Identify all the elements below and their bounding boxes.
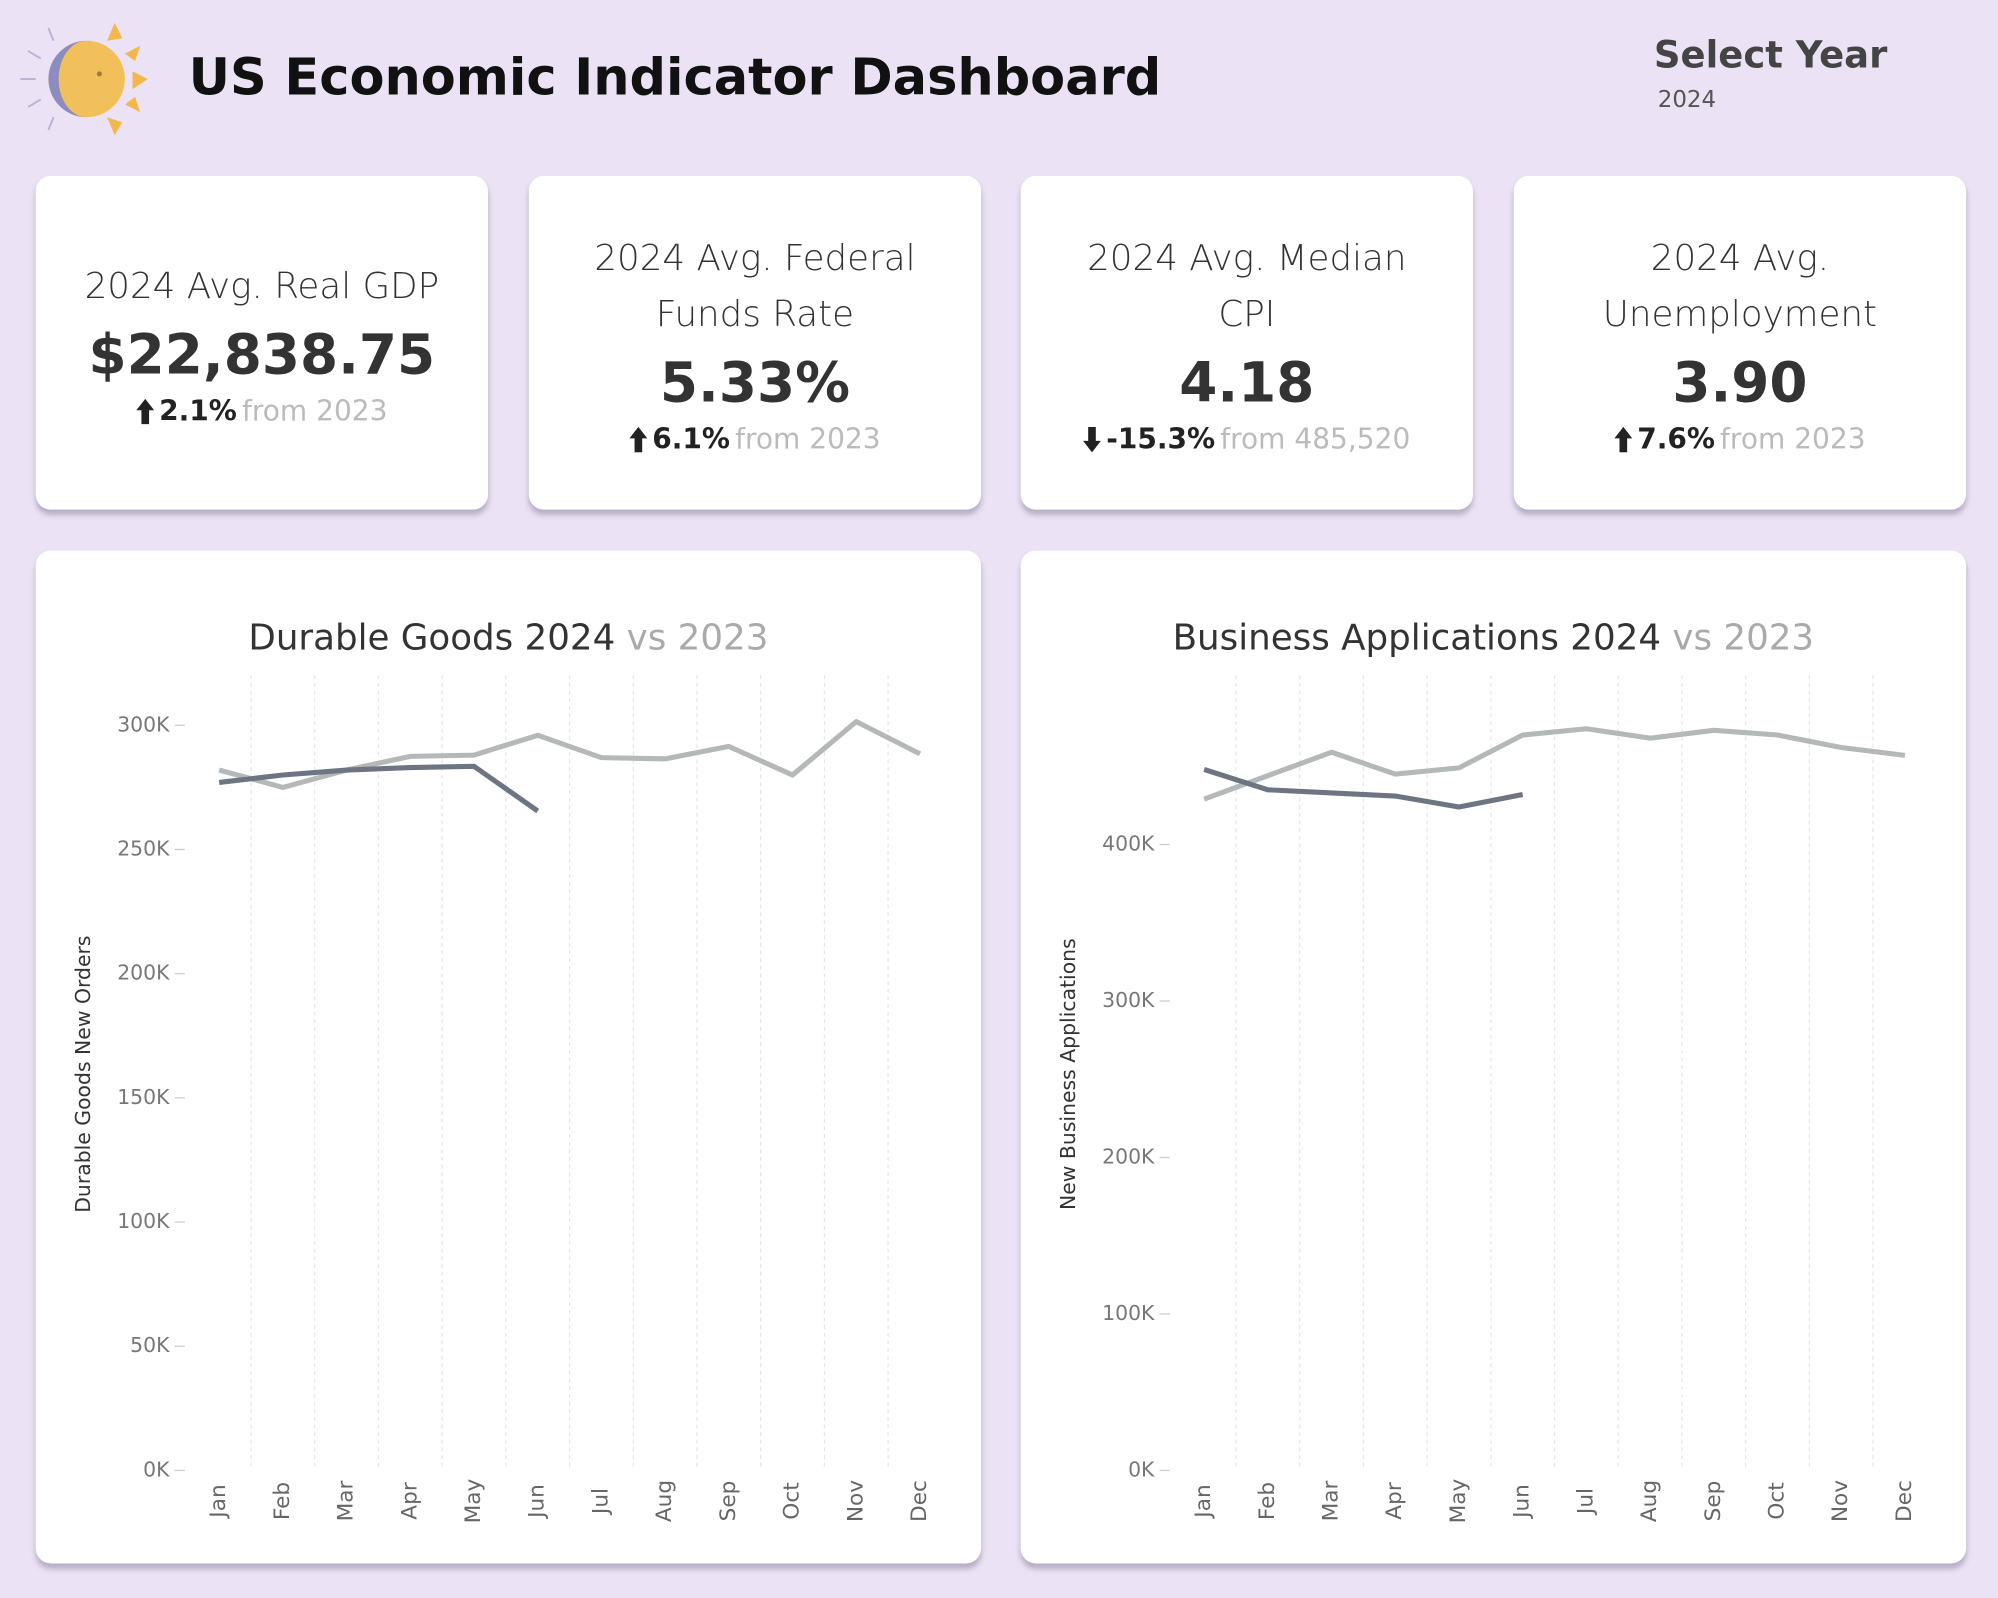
y-tick-label: 300K [117, 712, 170, 736]
y-tick-label: 300K [1102, 988, 1155, 1012]
y-tick-label: 50K [130, 1333, 170, 1357]
chart-title: Durable Goods 2024 vs 2023 [248, 618, 768, 659]
x-tick-label: Jul [1573, 1488, 1598, 1516]
chart-title-compare: vs 2023 [1672, 618, 1814, 659]
kpi-change-value: -15.3% [1106, 423, 1216, 456]
y-tick-label: 200K [1102, 1144, 1155, 1168]
x-tick-label: Nov [843, 1480, 868, 1522]
series-line [1203, 726, 1906, 802]
kpi-change-value: 7.6% [1637, 423, 1715, 456]
y-tick-label: 100K [117, 1209, 170, 1233]
chart-title: Business Applications 2024 vs 2023 [1173, 618, 1815, 659]
x-tick-label: Feb [270, 1482, 295, 1520]
year-filter[interactable]: 2024 [1657, 86, 1717, 114]
kpi-change: 2.1% from 2023 [136, 395, 388, 428]
filter-label: Select Year [1653, 33, 1888, 77]
series-line [218, 763, 540, 814]
x-tick-label: Jun [525, 1484, 550, 1520]
kpi-change: 7.6% from 2023 [1614, 423, 1866, 456]
x-tick-label: Nov [1828, 1480, 1853, 1522]
chart-card: Business Applications 2024 vs 2023 New Bu… [1020, 550, 1967, 1564]
dashboard-title: US Economic Indicator Dashboard [188, 48, 1162, 108]
x-tick-label: Mar [334, 1480, 359, 1521]
trend-arrow [629, 426, 648, 453]
x-tick-label: Sep [1701, 1481, 1726, 1522]
y-tick-label: 0K [143, 1457, 170, 1481]
x-tick-label: May [461, 1478, 486, 1523]
kpi-comparison: from 485,520 [1220, 423, 1411, 456]
arrow-shape [136, 398, 155, 425]
kpi-card: 2024 Avg. Federal Funds Rate 5.33% 6.1% fro… [528, 175, 982, 510]
chart-title-compare: vs 2023 [627, 618, 769, 659]
y-tick-label: 0K [1128, 1457, 1155, 1481]
x-tick-label: Jan [1191, 1484, 1216, 1519]
kpi-label: 2024 Avg. Real GDP [84, 264, 440, 307]
y-axis-title: New Business Applications [1056, 938, 1080, 1210]
kpi-change: -15.3% from 485,520 [1083, 424, 1410, 456]
x-tick-label: May [1446, 1478, 1471, 1523]
x-tick-label: Feb [1255, 1482, 1280, 1520]
y-tick-label: 250K [117, 837, 170, 861]
kpi-comparison: from 2023 [241, 395, 388, 428]
y-tick-label: 400K [1102, 832, 1155, 856]
trend-arrow [1614, 426, 1633, 453]
kpi-change: 6.1% from 2023 [629, 423, 881, 456]
kpi-label: 2024 Avg. Unemployment [1602, 236, 1878, 335]
chart-card: Durable Goods 2024 vs 2023 Durable Goods … [35, 550, 982, 1564]
y-tick-label: 150K [117, 1085, 170, 1109]
kpi-change-value: 6.1% [652, 423, 730, 456]
kpi-comparison: from 2023 [735, 423, 881, 456]
x-tick-label: Dec [907, 1480, 932, 1522]
arrow-shape [1083, 426, 1102, 453]
trend-arrow [136, 398, 155, 425]
x-tick-label: Mar [1319, 1480, 1344, 1521]
x-tick-label: Aug [652, 1480, 677, 1522]
arrow-shape [1614, 426, 1633, 453]
x-tick-label: Oct [780, 1482, 805, 1519]
kpi-card: 2024 Avg. Real GDP $22,838.75 2.1% from 202… [35, 175, 489, 510]
kpi-card: 2024 Avg. Median CPI 4.18 -15.3% from 485,5… [1020, 175, 1473, 510]
x-tick-label: Sep [716, 1481, 741, 1522]
kpi-value: 5.33% [659, 351, 851, 415]
kpi-label: 2024 Avg. Federal Funds Rate [594, 236, 916, 335]
x-tick-label: Jun [1510, 1484, 1535, 1520]
kpi-comparison: from 2023 [1720, 423, 1866, 456]
kpi-change-value: 2.1% [159, 395, 237, 428]
x-tick-label: Apr [1382, 1482, 1407, 1520]
logo [20, 22, 148, 136]
x-tick-label: Jul [588, 1488, 613, 1516]
arrow-shape [629, 426, 648, 453]
chart-title-main: Business Applications 2024 [1173, 618, 1661, 659]
kpi-card: 2024 Avg. Unemployment 3.90 7.6% from 2023 [1513, 175, 1967, 510]
x-tick-label: Oct [1765, 1482, 1790, 1519]
chart: Business Applications 2024 vs 2023 New Bu… [1056, 618, 1917, 1524]
chart-title-main: Durable Goods 2024 [248, 618, 615, 659]
x-tick-label: Aug [1637, 1480, 1662, 1522]
y-tick-label: 200K [117, 961, 170, 985]
x-tick-label: Jan [206, 1484, 231, 1519]
kpi-value: 3.90 [1672, 351, 1808, 415]
x-tick-label: Apr [397, 1482, 422, 1520]
x-tick-label: Dec [1892, 1480, 1917, 1522]
trend-arrow [1083, 426, 1102, 453]
y-tick-label: 100K [1102, 1301, 1155, 1325]
y-axis-title: Durable Goods New Orders [71, 936, 95, 1213]
kpi-value: 4.18 [1179, 351, 1315, 415]
kpi-label: 2024 Avg. Median CPI [1087, 236, 1407, 335]
series-line [1203, 767, 1524, 810]
kpi-value: $22,838.75 [88, 323, 436, 387]
